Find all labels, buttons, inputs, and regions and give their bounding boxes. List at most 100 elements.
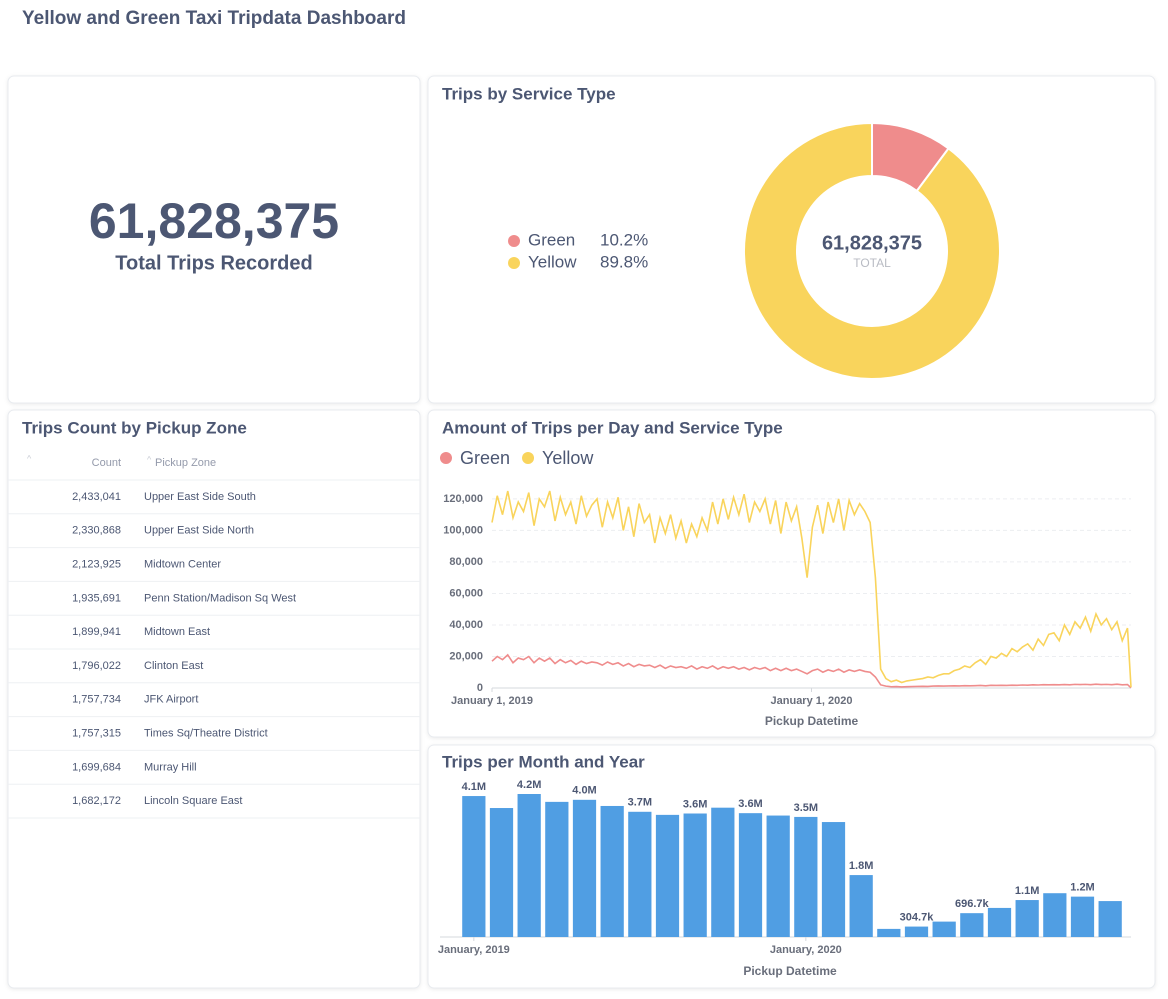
sort-icon: ^ [147,454,152,464]
bar [738,813,763,937]
x-tick-label: January, 2019 [438,944,510,956]
bar [655,814,680,937]
column-header: Pickup Zone [155,457,216,469]
zone-cell: JFK Airport [144,694,198,706]
y-tick-label: 40,000 [449,619,483,631]
bar [877,928,901,937]
bar [683,813,707,937]
sort-icon: ^ [27,453,32,463]
zone-cell: Times Sq/Theatre District [144,728,268,740]
bar [628,811,652,937]
x-axis-label: Pickup Datetime [743,964,837,978]
zone-cell: Penn Station/Madison Sq West [144,592,296,604]
zone-cell: Midtown Center [144,559,221,571]
bar-value-label: 1.8M [849,860,873,872]
legend-label: Green [460,448,510,468]
table-card [7,409,421,989]
card-title: Trips Count by Pickup Zone [22,418,247,437]
y-tick-label: 120,000 [443,493,483,505]
bar [849,875,873,937]
count-cell: 2,123,925 [72,559,121,571]
bar [987,907,1012,937]
bar-value-label: 3.5M [794,802,818,814]
count-cell: 1,899,941 [72,626,121,638]
legend-value: 10.2% [600,230,648,249]
x-tick-label: January 1, 2019 [451,695,533,707]
bar [1043,893,1067,937]
count-cell: 1,757,315 [72,728,121,740]
legend-label: Yellow [542,448,594,468]
bar [545,801,569,937]
line-series [491,653,1132,689]
zone-cell: Upper East Side South [144,491,256,503]
y-tick-label: 60,000 [449,587,483,599]
zone-cell: Clinton East [144,660,203,672]
legend-label: Green [528,230,575,249]
count-cell: 1,796,022 [72,660,121,672]
zone-cell: Murray Hill [144,761,197,773]
legend-marker [508,257,520,269]
column-header: Count [92,457,121,469]
bar [489,808,514,937]
zone-cell: Midtown East [144,626,210,638]
count-cell: 2,330,868 [72,525,121,537]
pie-total: 61,828,375 [822,232,922,254]
scalar-value: 61,828,375 [89,193,339,249]
bar [462,796,486,937]
count-cell: 1,757,734 [72,694,121,706]
y-tick-label: 20,000 [449,650,483,662]
card-title: Amount of Trips per Day and Service Type [442,418,783,437]
bar [572,799,597,937]
card-title: Trips by Service Type [442,84,616,103]
bar-value-label: 4.2M [517,779,541,791]
legend-marker [440,452,452,464]
bar [1070,896,1095,937]
bar-value-label: 696.7k [955,898,990,910]
scalar-caption: Total Trips Recorded [115,252,312,274]
legend-label: Yellow [528,252,577,271]
bar [1098,901,1122,937]
card-title: Trips per Month and Year [442,752,645,771]
zone-cell: Lincoln Square East [144,795,242,807]
legend-marker [522,452,535,464]
bar-value-label: 4.0M [572,785,596,797]
bar-value-label: 3.6M [738,798,762,810]
count-cell: 1,935,691 [72,592,121,604]
bar-value-label: 4.1M [462,781,486,793]
bar-value-label: 1.2M [1070,882,1094,894]
count-cell: 1,682,172 [72,795,121,807]
x-tick-label: January, 2020 [770,944,842,956]
bar [600,805,624,937]
bar [821,822,846,937]
pie-total-caption: TOTAL [853,256,891,270]
x-axis-label: Pickup Datetime [765,714,859,728]
y-tick-label: 0 [477,682,483,694]
count-cell: 2,433,041 [72,491,121,503]
y-tick-label: 100,000 [443,524,483,536]
legend-value: 89.8% [600,252,648,271]
scalar-card [7,75,421,404]
bar-value-label: 1.1M [1015,885,1039,897]
bar-value-label: 3.7M [628,797,652,809]
bar [766,815,790,937]
bar [932,921,956,937]
bar [517,794,541,937]
zone-cell: Upper East Side North [144,525,254,537]
bar [960,913,984,937]
dashboard-title: Yellow and Green Taxi Tripdata Dashboard [22,8,406,29]
x-tick-label: January 1, 2020 [771,695,853,707]
legend-marker [508,235,520,247]
bar [794,816,818,937]
bar [711,807,735,937]
bar [1015,900,1039,937]
bar-value-label: 3.6M [683,798,707,810]
y-tick-label: 80,000 [449,556,483,568]
bar-value-label: 304.7k [900,911,935,923]
bar [904,926,929,937]
count-cell: 1,699,684 [72,761,121,773]
pie-slice [743,121,1001,380]
line-card [427,409,1156,738]
line-series [491,490,1132,688]
